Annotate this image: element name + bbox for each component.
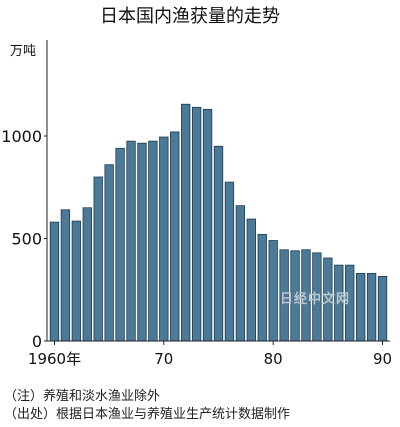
bar-1988 xyxy=(355,272,366,342)
bar-1966 xyxy=(115,147,125,342)
bar-1990 xyxy=(377,276,388,342)
source-text: （出处）根据日本渔业与养殖业生产统计数据制作 xyxy=(4,407,291,422)
bar-1964 xyxy=(93,176,103,342)
bar-1973 xyxy=(191,106,202,342)
y-axis-unit: 万吨 xyxy=(10,44,36,59)
x-tick-label: 90 xyxy=(373,350,392,368)
x-axis-ticks: 1960年70809020001020 xyxy=(28,341,392,368)
y-tick-label: 1000 xyxy=(1,127,42,146)
bar-1960 xyxy=(49,221,60,342)
bar-1963 xyxy=(82,207,92,342)
bar-1969 xyxy=(148,140,158,342)
x-tick-label: 1960年 xyxy=(28,350,81,368)
bar-1979 xyxy=(257,233,267,342)
bar-1965 xyxy=(104,164,114,342)
bar-1962 xyxy=(71,220,81,342)
bar-1971 xyxy=(170,131,180,342)
bar-1970 xyxy=(159,136,169,342)
bar-1978 xyxy=(246,218,256,342)
bar-1989 xyxy=(366,272,377,342)
bar-1974 xyxy=(202,108,213,342)
bar-1968 xyxy=(137,142,147,342)
bar-1972 xyxy=(181,103,191,342)
bar-1980 xyxy=(268,240,278,342)
bar-1977 xyxy=(235,205,246,342)
watermark: 日经中文网 xyxy=(280,292,351,307)
bar-1976 xyxy=(224,181,235,342)
x-tick-label: 70 xyxy=(154,350,173,368)
chart-title: 日本国内渔获量的走势 xyxy=(100,6,280,27)
x-tick-label: 80 xyxy=(264,350,283,368)
y-axis-ticks: 0 500 1000 xyxy=(1,127,47,351)
bar-1961 xyxy=(60,209,71,342)
note-text: （注）养殖和淡水渔业除外 xyxy=(4,389,161,404)
y-tick-label: 500 xyxy=(11,230,42,249)
bar-1975 xyxy=(213,145,224,342)
bar-1967 xyxy=(126,140,136,342)
y-tick-label: 0 xyxy=(32,332,42,351)
